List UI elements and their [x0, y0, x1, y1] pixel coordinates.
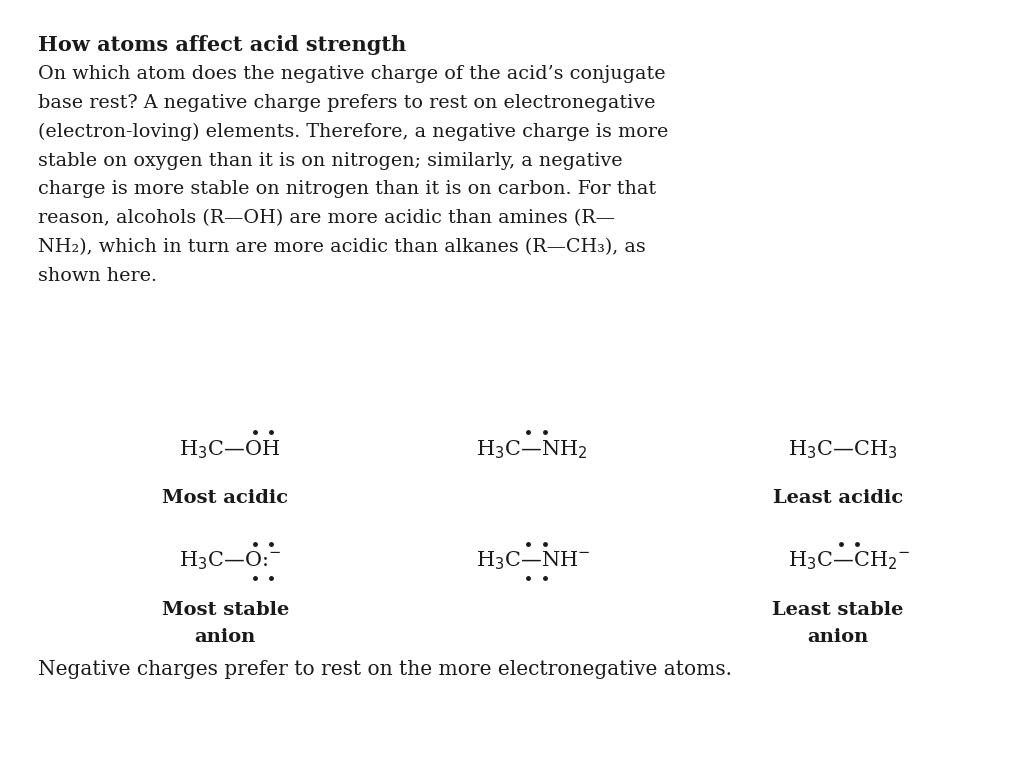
- Text: How atoms affect acid strength: How atoms affect acid strength: [38, 35, 407, 55]
- Text: Most stable: Most stable: [162, 601, 289, 618]
- Text: Least acidic: Least acidic: [772, 489, 903, 507]
- Text: H$_3$C—O:$^{-}$: H$_3$C—O:$^{-}$: [179, 549, 282, 572]
- Text: Least stable: Least stable: [772, 601, 903, 618]
- Text: stable on oxygen than it is on nitrogen; similarly, a negative: stable on oxygen than it is on nitrogen;…: [38, 152, 623, 170]
- Text: H$_3$C—CH$_2$$^{-}$: H$_3$C—CH$_2$$^{-}$: [788, 549, 911, 572]
- Text: charge is more stable on nitrogen than it is on carbon. For that: charge is more stable on nitrogen than i…: [38, 180, 656, 198]
- Text: On which atom does the negative charge of the acid’s conjugate: On which atom does the negative charge o…: [38, 65, 666, 83]
- Text: shown here.: shown here.: [38, 266, 157, 285]
- Text: H$_3$C—CH$_3$: H$_3$C—CH$_3$: [788, 438, 898, 461]
- Text: (electron-loving) elements. Therefore, a negative charge is more: (electron-loving) elements. Therefore, a…: [38, 123, 669, 141]
- Text: Negative charges prefer to rest on the more electronegative atoms.: Negative charges prefer to rest on the m…: [38, 660, 732, 680]
- Text: base rest? A negative charge prefers to rest on electronegative: base rest? A negative charge prefers to …: [38, 94, 655, 112]
- Text: H$_3$C—OH: H$_3$C—OH: [179, 438, 281, 461]
- Text: reason, alcohols (R—OH) are more acidic than amines (R—: reason, alcohols (R—OH) are more acidic …: [38, 209, 614, 227]
- Text: H$_3$C—NH$_2$: H$_3$C—NH$_2$: [476, 438, 588, 461]
- Text: NH₂), which in turn are more acidic than alkanes (R—CH₃), as: NH₂), which in turn are more acidic than…: [38, 238, 646, 256]
- Text: Most acidic: Most acidic: [162, 489, 289, 507]
- Text: anion: anion: [195, 628, 256, 646]
- Text: H$_3$C—NH$^{-}$: H$_3$C—NH$^{-}$: [476, 549, 591, 572]
- Text: anion: anion: [807, 628, 868, 646]
